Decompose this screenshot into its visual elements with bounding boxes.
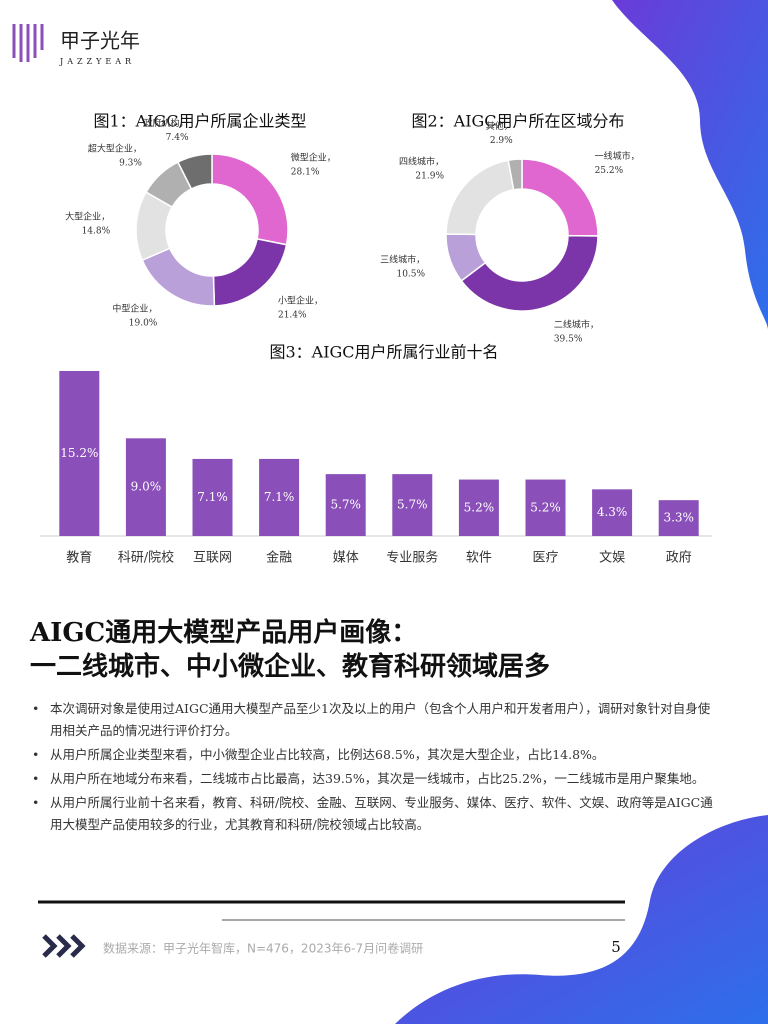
slice-value: 25.2%: [595, 166, 624, 176]
bullet: 从用户所在地域分布来看，二线城市占比最高，达39.5%，其次是一线城市，占比25…: [30, 768, 720, 790]
x-tick-label: 金融: [266, 550, 292, 566]
x-tick-label: 互联网: [193, 551, 232, 566]
bar: [59, 371, 100, 536]
x-tick-label: 文娱: [599, 551, 625, 566]
decor-blob-bottom: [395, 815, 768, 1024]
slice-label: 四线城市，: [399, 156, 444, 168]
bar-label: 5.2%: [530, 500, 561, 514]
logo: [12, 24, 44, 62]
bar: [525, 479, 566, 536]
slice-label: 政府机构，: [143, 117, 188, 129]
chart-title: 图1：AIGC用户所属企业类型: [93, 112, 306, 131]
slice-label: 超大型企业，: [88, 142, 142, 154]
headline: AIGC通用大模型产品用户画像：: [29, 617, 417, 648]
pie-slice: [507, 158, 523, 191]
slice-label: 二线城市，: [554, 318, 599, 330]
x-tick-label: 媒体: [333, 551, 359, 566]
bar-label: 3.3%: [663, 511, 694, 525]
pie-slice: [460, 234, 599, 312]
bar-label: 9.0%: [131, 480, 162, 494]
pie-slice: [141, 247, 216, 307]
pie-slice: [176, 153, 213, 190]
x-tick-label: 教育: [66, 550, 92, 566]
slice-label: 小型企业，: [278, 294, 323, 306]
x-tick-label: 政府: [666, 551, 692, 566]
page-number: 5: [611, 938, 621, 956]
brand: 甲子光年: [60, 29, 140, 53]
source: 数据来源：甲子光年智库，N=476，2023年6-7月问卷调研: [103, 941, 423, 956]
slice-value: 28.1%: [291, 168, 320, 178]
chart-title: 图2：AIGC用户所在区域分布: [411, 112, 624, 131]
slice-value: 10.5%: [396, 269, 425, 279]
pie-slice: [521, 158, 599, 237]
x-tick-label: 医疗: [532, 551, 558, 566]
bullet: 从用户所属行业前十名来看，教育、科研/院校、金融、互联网、专业服务、媒体、医疗、…: [30, 792, 720, 836]
slice-label: 一线城市，: [595, 150, 640, 162]
slice-label: 微型企业，: [291, 152, 336, 164]
headline: 一二线城市、中小微企业、教育科研领域居多: [30, 651, 550, 682]
bullet: 从用户所属企业类型来看，中小微型企业占比较高，比例达68.5%，其次是大型企业，…: [30, 744, 720, 766]
bar-label: 5.2%: [464, 500, 495, 514]
x-tick-label: 科研/院校: [118, 550, 174, 566]
bar: [458, 479, 499, 536]
pie-slice: [445, 159, 515, 236]
slice-value: 9.3%: [119, 158, 142, 168]
bar: [392, 474, 433, 536]
bar-label: 4.3%: [597, 505, 628, 519]
decor-blob-top: [612, 0, 768, 330]
bar-label: 7.1%: [264, 490, 295, 504]
bar-label: 7.1%: [197, 490, 228, 504]
slice-value: 2.9%: [490, 136, 513, 146]
bar-label: 5.7%: [397, 498, 428, 512]
bar: [592, 489, 633, 536]
chevrons: [42, 934, 86, 958]
slice-value: 14.8%: [82, 227, 111, 237]
bar: [125, 438, 166, 536]
bar: [658, 500, 699, 536]
bar: [325, 474, 366, 536]
chart-title: 图3：AIGC用户所属行业前十名: [269, 343, 498, 362]
slice-value: 21.4%: [278, 310, 307, 320]
bar-label: 5.7%: [330, 498, 361, 512]
x-tick-label: 专业服务: [386, 550, 438, 566]
bar: [259, 458, 300, 536]
bar: [192, 458, 233, 536]
brand-en: JAZZYEAR: [59, 57, 135, 66]
bullet-list: 本次调研对象是使用过AIGC通用大模型产品至少1次及以上的用户（包含个人用户和开…: [30, 698, 720, 838]
slice-label: 大型企业，: [65, 211, 110, 223]
slice-label: 其他，: [486, 120, 513, 132]
pie-slice: [211, 153, 289, 246]
slice-value: 7.4%: [166, 133, 189, 143]
pie-slice: [212, 238, 288, 307]
x-tick-label: 软件: [466, 551, 492, 566]
slice-label: 中型企业，: [112, 303, 157, 315]
slice-value: 39.5%: [554, 334, 583, 344]
bullet: 本次调研对象是使用过AIGC通用大模型产品至少1次及以上的用户（包含个人用户和开…: [30, 698, 720, 742]
slice-value: 19.0%: [129, 319, 158, 329]
slice-label: 三线城市，: [380, 253, 425, 265]
slice-value: 21.9%: [415, 172, 444, 182]
bar-label: 15.2%: [60, 446, 98, 460]
